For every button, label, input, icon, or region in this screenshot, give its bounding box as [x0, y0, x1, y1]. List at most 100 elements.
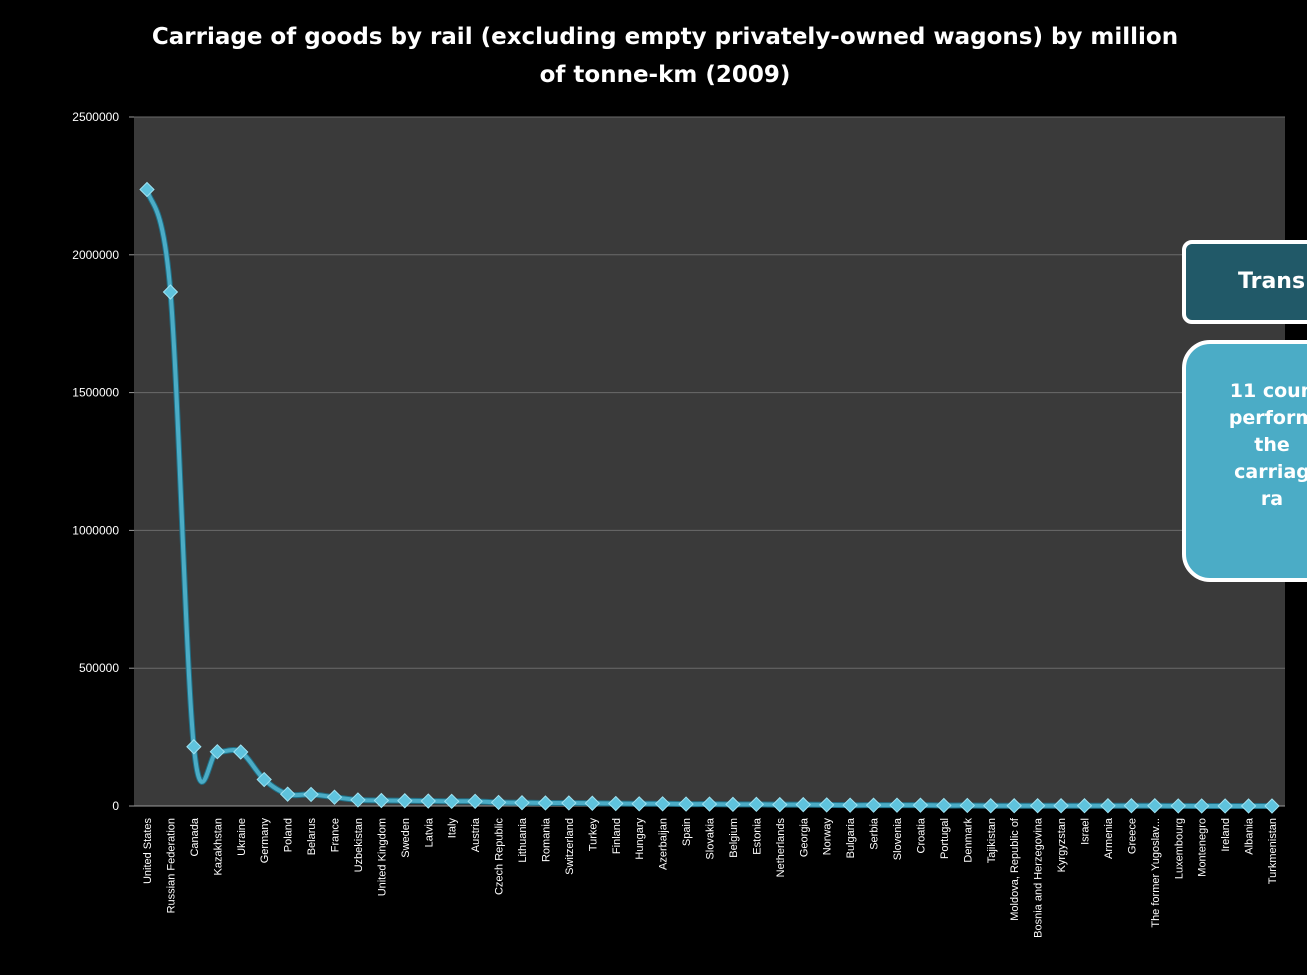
data-point — [537, 795, 554, 811]
x-tick-label: Montenegro — [1197, 818, 1209, 877]
data-point — [303, 786, 319, 803]
data-point — [467, 793, 483, 810]
data-point — [561, 795, 577, 811]
x-tick-label: Turkey — [587, 818, 599, 852]
x-tick-label: Portugal — [939, 818, 951, 859]
x-tick-label: Spain — [681, 818, 693, 846]
x-tick-label: Azerbaijan — [658, 818, 670, 870]
x-tick-label: Netherlands — [775, 818, 787, 878]
x-tick-label: Uzbekistan — [353, 818, 365, 872]
data-point — [233, 744, 249, 760]
x-tick-label: Luxembourg — [1173, 818, 1185, 879]
data-point — [818, 797, 835, 813]
x-tick-label: Georgia — [798, 817, 810, 857]
x-tick-label: The former Yugoslav... — [1150, 818, 1162, 928]
data-point — [983, 798, 999, 814]
data-point — [1029, 798, 1046, 814]
x-tick-label: Ireland — [1220, 818, 1232, 852]
data-point — [1264, 798, 1280, 814]
data-point — [936, 797, 952, 814]
x-tick-label: Austria — [470, 817, 482, 852]
data-point — [889, 797, 905, 813]
x-tick-label: Bosnia and Herzegovina — [1033, 817, 1045, 938]
x-tick-label: Israel — [1080, 818, 1092, 845]
x-tick-label: Slovakia — [705, 817, 717, 859]
y-tick-label: 1500000 — [72, 386, 119, 400]
data-point — [279, 786, 296, 802]
y-tick-label: 500000 — [79, 661, 119, 675]
x-tick-label: Belarus — [306, 818, 318, 856]
data-point — [1240, 798, 1257, 814]
data-point — [490, 794, 507, 811]
data-point — [1170, 798, 1186, 814]
x-tick-label: Albania — [1244, 817, 1256, 855]
data-point — [139, 181, 155, 198]
data-point — [1006, 798, 1022, 814]
x-tick-label: France — [330, 818, 342, 852]
x-tick-label: Turkmenistan — [1267, 818, 1279, 884]
data-point — [1100, 798, 1116, 814]
data-point — [256, 771, 272, 788]
x-tick-label: Belgium — [728, 818, 740, 858]
data-point — [678, 796, 694, 812]
x-tick-label: United States — [142, 818, 154, 885]
data-point — [1193, 798, 1210, 814]
x-tick-label: United Kingdom — [376, 818, 388, 896]
x-tick-label: Switzerland — [564, 818, 576, 875]
x-tick-label: Armenia — [1103, 817, 1115, 859]
data-point — [654, 796, 671, 812]
x-tick-label: Canada — [189, 817, 201, 856]
data-point — [514, 794, 530, 811]
data-point — [701, 796, 718, 812]
x-tick-label: Russian Federation — [165, 818, 177, 913]
x-tick-label: Hungary — [634, 818, 646, 860]
data-point — [1053, 798, 1069, 814]
x-tick-label: Czech Republic — [494, 818, 506, 896]
x-tick-label: Kyrgyzstan — [1056, 818, 1068, 872]
x-tick-label: Sweden — [400, 818, 412, 858]
data-point — [608, 795, 624, 812]
x-tick-label: Norway — [822, 818, 834, 856]
x-tick-label: Denmark — [962, 818, 974, 863]
data-point — [1147, 798, 1163, 814]
data-point — [397, 793, 413, 809]
data-point — [1123, 798, 1140, 814]
y-tick-label: 1000000 — [72, 523, 119, 537]
y-tick-label: 2500000 — [72, 110, 119, 124]
data-point — [443, 793, 460, 810]
data-point — [350, 792, 366, 808]
chart-title: Carriage of goods by rail (excluding emp… — [151, 24, 1179, 88]
data-point — [162, 284, 179, 300]
callout-body-box: 11 coun perform the carriag ra — [1182, 340, 1307, 582]
data-point — [631, 796, 647, 812]
x-tick-label: Ukraine — [236, 818, 248, 856]
x-tick-label: Finland — [611, 818, 623, 854]
x-tick-label: Croatia — [915, 817, 927, 853]
plot-area — [134, 117, 1285, 806]
data-point — [795, 796, 811, 813]
y-tick-label: 2000000 — [72, 248, 119, 262]
x-tick-label: Serbia — [869, 817, 881, 850]
x-tick-label: Germany — [259, 818, 271, 864]
data-point — [584, 795, 601, 811]
data-point — [748, 796, 765, 813]
data-point — [772, 796, 788, 813]
data-point — [186, 739, 202, 755]
data-point — [725, 796, 741, 813]
data-point — [326, 789, 343, 805]
data-point — [865, 797, 882, 813]
data-point — [959, 797, 976, 814]
x-tick-label: Bulgaria — [845, 817, 857, 858]
data-point — [209, 743, 226, 760]
x-tick-label: Poland — [283, 818, 295, 852]
x-tick-label: Moldova, Republic of — [1009, 817, 1021, 921]
x-tick-label: Slovenia — [892, 817, 904, 860]
data-point — [420, 793, 436, 809]
callout-title-box: Trans — [1182, 240, 1307, 324]
data-point — [842, 797, 858, 813]
x-tick-label: Romania — [540, 817, 552, 862]
x-tick-label: Lithuania — [517, 817, 529, 863]
x-tick-label: Kazakhstan — [212, 818, 224, 875]
